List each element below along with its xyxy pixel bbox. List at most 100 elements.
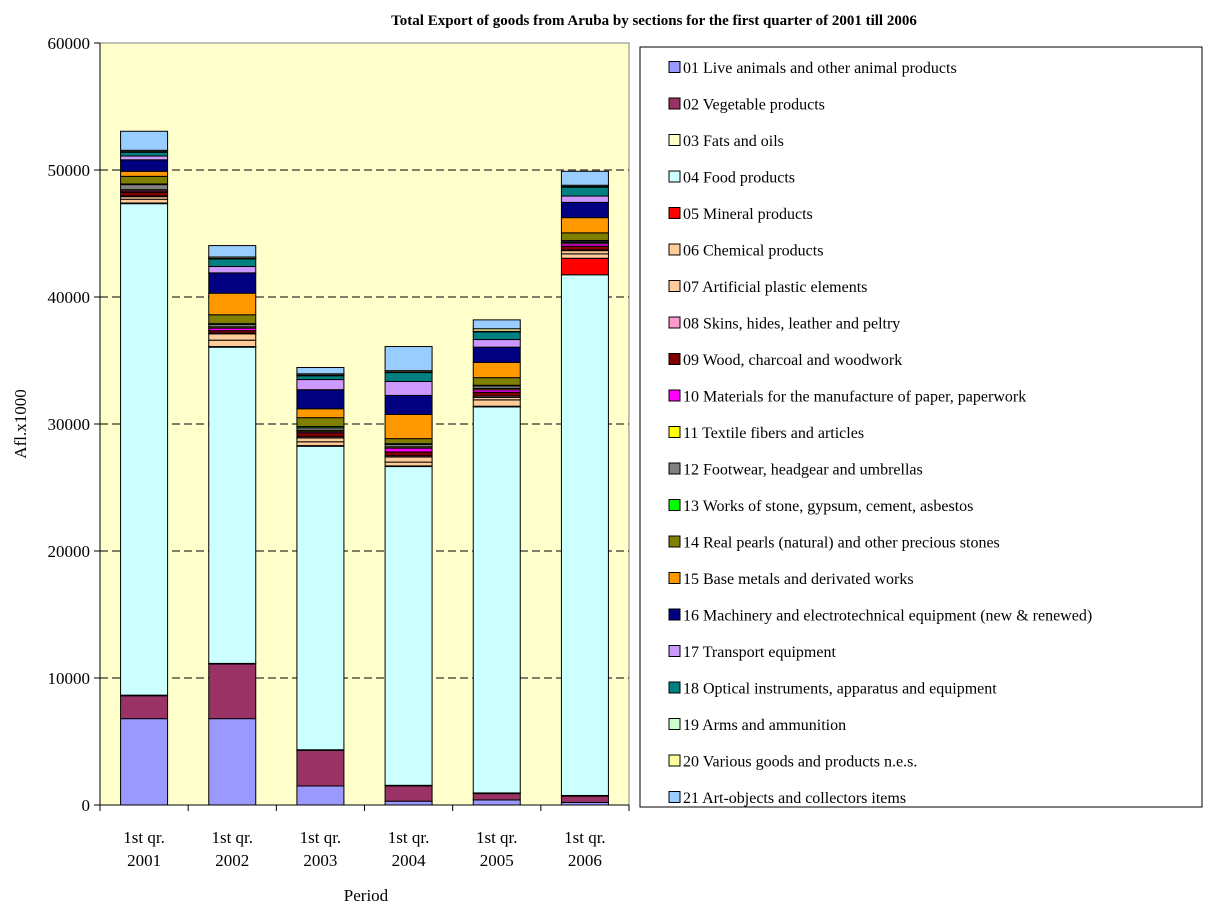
bar-segment (120, 198, 169, 204)
bar-segment (560, 274, 609, 796)
bar-segment (208, 663, 257, 720)
legend-swatch (668, 462, 681, 475)
bar-segment (208, 718, 257, 806)
bar-segment (560, 257, 609, 276)
legend-label: 12 Footwear, headgear and umbrellas (683, 462, 923, 479)
bar-segment (208, 333, 257, 341)
chart-title: Total Export of goods from Aruba by sect… (391, 13, 917, 29)
legend-item: 04 Food products (668, 170, 795, 187)
bar-segment (120, 130, 169, 151)
legend-swatch (668, 61, 681, 73)
legend-swatch (668, 718, 681, 730)
bar-segment (208, 346, 257, 664)
bar-segment (120, 695, 169, 720)
bar-segment (208, 266, 257, 274)
x-tick-label: 1st qr. 2006 (564, 828, 606, 870)
bars (120, 130, 609, 806)
bar-segment (208, 292, 257, 316)
bar-segment (296, 437, 345, 443)
legend-item: 21 Art-objects and collectors items (668, 790, 906, 807)
legend-swatch (668, 754, 681, 767)
legend-label: 10 Materials for the manufacture of pape… (683, 389, 1026, 406)
y-tick-label: 20000 (48, 542, 91, 561)
bar-segment (296, 389, 345, 410)
legend-swatch (668, 243, 681, 256)
legend-item: 05 Mineral products (668, 206, 813, 223)
legend-swatch (668, 608, 681, 621)
bar-segment (384, 447, 433, 453)
legend-label: 21 Art-objects and collectors items (683, 790, 906, 807)
legend: 01 Live animals and other animal product… (639, 46, 1203, 808)
bar-segment (120, 184, 169, 191)
legend-swatch (668, 170, 681, 183)
legend-label: 20 Various goods and products n.e.s. (683, 754, 917, 771)
legend-item: 02 Vegetable products (668, 97, 825, 114)
bar-segment (384, 800, 433, 806)
legend-item: 08 Skins, hides, leather and peltry (668, 316, 900, 333)
bar-segment (296, 441, 345, 447)
legend-label: 15 Base metals and derivated works (683, 571, 914, 588)
y-axis-ticks: 0 10000 20000 30000 40000 50000 60000 (48, 34, 100, 815)
bar-segment (384, 372, 433, 382)
bar-segment (384, 380, 433, 396)
bar-segment (208, 245, 257, 258)
legend-item: 13 Works of stone, gypsum, cement, asbes… (668, 498, 973, 515)
bar-segment (560, 170, 609, 186)
bar-segment (384, 466, 433, 786)
legend-item: 11 Textile fibers and articles (668, 425, 864, 442)
bar-segment (472, 406, 521, 794)
bar-segment (560, 201, 609, 219)
bar-segment (120, 718, 169, 806)
legend-item: 07 Artificial plastic elements (668, 279, 867, 296)
y-tick-label: 60000 (48, 34, 91, 53)
bar-segment (472, 361, 521, 379)
bar-segment (472, 319, 521, 330)
bar-segment (296, 417, 345, 428)
bar-segment (208, 258, 257, 268)
bar-segment (384, 451, 433, 457)
bar-segment (296, 408, 345, 419)
bar-segment (120, 155, 169, 161)
bar-segment (472, 391, 521, 397)
bar-segment (472, 346, 521, 363)
bar-segment (208, 314, 257, 325)
legend-item: 14 Real pearls (natural) and other preci… (668, 535, 1000, 552)
bar-segment (384, 438, 433, 445)
legend-swatch (668, 645, 681, 657)
legend-label: 01 Live animals and other animal product… (683, 60, 957, 77)
legend-item: 19 Arms and ammunition (668, 717, 846, 734)
bar-segment (560, 217, 609, 234)
legend-item: 16 Machinery and electrotechnical equipm… (668, 608, 1092, 625)
bar-segment (120, 151, 169, 157)
bar-segment (560, 232, 609, 241)
legend-swatch (668, 681, 681, 694)
legend-item: 01 Live animals and other animal product… (668, 60, 957, 77)
legend-label: 19 Arms and ammunition (683, 717, 846, 734)
legend-swatch (668, 535, 681, 548)
legend-swatch (668, 207, 681, 219)
bar-segment (560, 253, 609, 259)
legend-swatch (668, 499, 681, 511)
bar-segment (472, 799, 521, 806)
bar-segment (384, 346, 433, 372)
bar-segment (296, 445, 345, 751)
legend-item: 03 Fats and oils (668, 133, 784, 150)
y-axis-label: Afl.x1000 (11, 389, 30, 458)
legend-item: 09 Wood, charcoal and woodwork (668, 352, 902, 369)
legend-swatch (668, 353, 681, 365)
legend-label: 16 Machinery and electrotechnical equipm… (683, 608, 1092, 625)
legend-label: 02 Vegetable products (683, 97, 825, 114)
x-axis-label: Period (344, 886, 389, 905)
bar-segment (384, 394, 433, 415)
bar-segment (560, 795, 609, 803)
legend-swatch (668, 389, 681, 402)
y-tick-label: 30000 (48, 415, 91, 434)
bar-segment (472, 793, 521, 801)
bar-segment (120, 175, 169, 185)
x-axis-ticks: 1st qr. 2001 1st qr. 2002 1st qr. 2003 1st qr.… (99, 805, 630, 870)
bar-segment (472, 399, 521, 407)
legend-label: 13 Works of stone, gypsum, cement, asbes… (683, 498, 973, 515)
legend-swatch (668, 791, 681, 803)
legend-label: 11 Textile fibers and articles (683, 425, 864, 442)
